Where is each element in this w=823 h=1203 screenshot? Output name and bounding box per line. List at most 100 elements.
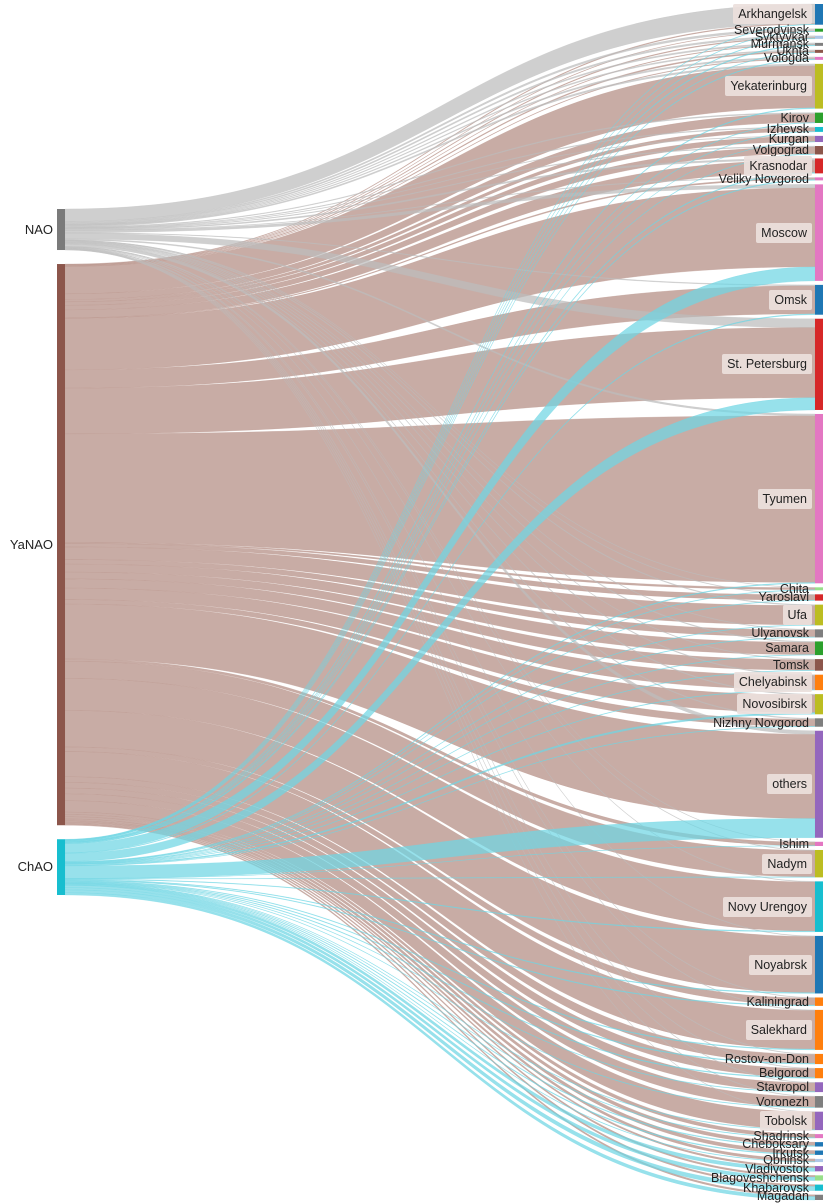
source-nodes <box>57 209 65 895</box>
link-chao-nizhny-novgorod <box>64 726 816 867</box>
link-chao-khabarovsk <box>64 889 816 1191</box>
target-node-krasnodar <box>815 158 823 174</box>
target-label-nizhny-novgorod: Nizhny Novgorod <box>713 715 809 730</box>
target-label-yaroslavl: Yaroslavl <box>758 590 809 605</box>
link-chao-murmansk <box>64 44 816 841</box>
link-chao-yaroslavl <box>64 599 816 863</box>
target-node-yaroslavl <box>815 594 823 601</box>
link-chao-samara <box>64 654 816 864</box>
target-label-tomsk: Tomsk <box>772 657 809 672</box>
link-chao-volgograd <box>64 153 816 843</box>
target-node-kirov <box>815 112 823 123</box>
target-node-blagoveshchensk <box>815 1175 823 1181</box>
target-node-syktyvkar <box>815 35 823 39</box>
target-node-izhevsk <box>815 126 823 132</box>
target-node-irkutsk <box>815 1150 823 1155</box>
target-node-ukhta <box>815 49 823 53</box>
target-node-samara <box>815 641 823 656</box>
target-label-kaliningrad: Kaliningrad <box>746 994 809 1009</box>
target-node-murmansk <box>815 42 823 46</box>
link-chao-chelyabinsk <box>64 689 816 865</box>
target-label-noyabrsk: Noyabrsk <box>749 954 812 975</box>
target-label-khabarovsk: Khabarovsk <box>742 1180 809 1195</box>
target-node-ishim <box>815 841 823 846</box>
target-label-ulyanovsk: Ulyanovsk <box>751 626 809 641</box>
target-label-krasnodar: Krasnodar <box>744 155 812 176</box>
target-node-yekaterinburg <box>815 63 823 109</box>
target-node-vladivostok <box>815 1166 823 1172</box>
link-chao-severodvinsk <box>64 31 816 841</box>
target-label-others: others <box>767 774 812 795</box>
link-chao-ukhta <box>64 52 816 841</box>
target-label-murmansk: Murmansk <box>750 37 809 52</box>
target-label-stavropol: Stavropol <box>756 1080 809 1095</box>
target-node-salekhard <box>815 1009 823 1050</box>
link-chao-kirov <box>64 122 816 843</box>
link-chao-cheboksary <box>64 883 816 1147</box>
target-label-magadan: Magadan <box>756 1189 809 1203</box>
link-chao-voronezh <box>64 882 816 1108</box>
target-label-shadrinsk: Shadrinsk <box>753 1129 809 1144</box>
link-chao-yekaterinburg <box>64 107 816 842</box>
target-label-ukhta: Ukhta <box>776 44 809 59</box>
target-node-nadym <box>815 849 823 878</box>
target-node-novy-urengoy <box>815 881 823 932</box>
target-node-magadan <box>815 1194 823 1200</box>
source-node-nao <box>57 209 65 251</box>
link-chao-belgorod <box>64 881 816 1079</box>
link-chao-vladivostok <box>64 885 816 1172</box>
target-label-ufa: Ufa <box>782 604 812 625</box>
target-node-ufa <box>815 604 823 626</box>
target-node-tobolsk <box>815 1111 823 1131</box>
link-chao-noyabrsk <box>64 879 816 994</box>
source-label-chao: ChAO <box>17 859 53 875</box>
target-label-severodvinsk: Severodvinsk <box>733 23 809 38</box>
target-nodes <box>815 4 823 1200</box>
target-label-rostov-on-don: Rostov-on-Don <box>724 1051 809 1066</box>
target-label-novosibirsk: Novosibirsk <box>737 694 812 715</box>
target-label-irkutsk: Irkutsk <box>772 1145 809 1160</box>
target-node-omsk <box>815 284 823 315</box>
target-label-samara: Samara <box>765 641 809 656</box>
link-chao-ulyanovsk <box>64 636 816 864</box>
target-label-volgograd: Volgograd <box>752 143 809 158</box>
link-chao-omsk <box>64 313 816 854</box>
target-label-voronezh: Voronezh <box>756 1094 809 1109</box>
target-node-arkhangelsk <box>815 4 823 25</box>
target-node-kaliningrad <box>815 997 823 1006</box>
target-label-vologda: Vologda <box>763 51 809 66</box>
target-node-khabarovsk <box>815 1184 823 1191</box>
link-chao-arkhangelsk <box>64 23 816 840</box>
target-node-shadrinsk <box>815 1134 823 1139</box>
target-node-tyumen <box>815 413 823 584</box>
link-chao-vologda <box>64 58 816 842</box>
target-label-kirov: Kirov <box>780 110 809 125</box>
target-label-kurgan: Kurgan <box>768 131 809 146</box>
target-label-tyumen: Tyumen <box>757 488 812 509</box>
target-label-st-petersburg: St. Petersburg <box>722 354 812 375</box>
target-node-kurgan <box>815 135 823 143</box>
target-label-tobolsk: Tobolsk <box>759 1110 812 1131</box>
target-node-stavropol <box>815 1082 823 1093</box>
target-node-ulyanovsk <box>815 629 823 638</box>
link-chao-novy-urengoy <box>64 878 816 933</box>
target-node-rostov-on-don <box>815 1053 823 1065</box>
target-label-veliky-novgorod: Veliky Novgorod <box>718 171 809 186</box>
target-node-veliky-novgorod <box>815 177 823 181</box>
target-node-noyabrsk <box>815 935 823 994</box>
target-label-blagoveshchensk: Blagoveshchensk <box>711 1170 809 1185</box>
target-label-belgorod: Belgorod <box>758 1066 809 1081</box>
target-label-omsk: Omsk <box>769 289 812 310</box>
target-node-nizhny-novgorod <box>815 718 823 727</box>
target-node-chita <box>815 587 823 591</box>
target-node-obninsk <box>815 1158 823 1163</box>
target-node-novosibirsk <box>815 694 823 715</box>
target-node-st-petersburg <box>815 318 823 410</box>
target-node-voronezh <box>815 1096 823 1108</box>
sankey-links <box>64 3 816 1201</box>
link-chao-ishim <box>64 845 816 879</box>
target-label-salekhard: Salekhard <box>745 1019 812 1040</box>
target-label-yekaterinburg: Yekaterinburg <box>725 76 812 97</box>
target-label-ishim: Ishim <box>779 836 809 851</box>
